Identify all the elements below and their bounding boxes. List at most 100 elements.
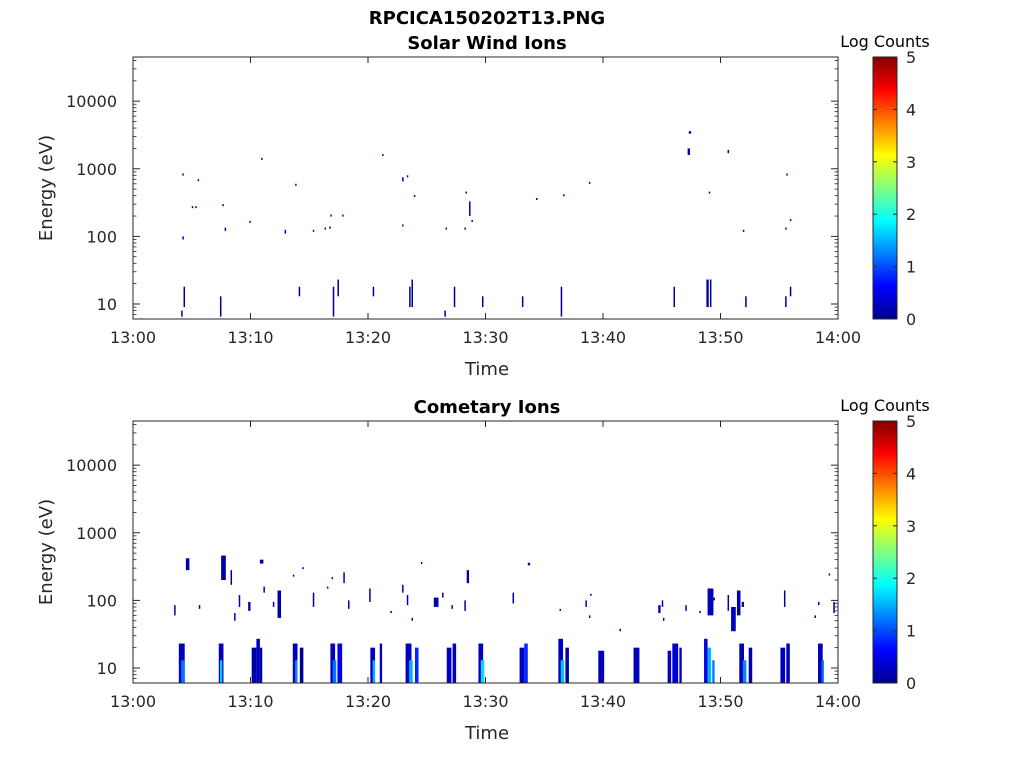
spectrogram-cell xyxy=(406,595,409,606)
spectrogram-cell xyxy=(713,597,715,601)
spectrogram-cell xyxy=(191,206,194,209)
spectrogram-cell xyxy=(413,194,416,197)
x-tick-label: 13:40 xyxy=(580,328,626,347)
colorbar-tick-label: 4 xyxy=(906,100,916,119)
spectrogram-cell xyxy=(174,605,176,616)
spectrogram-cell xyxy=(433,597,439,607)
spectrogram-cell xyxy=(411,617,413,621)
spectrogram-cell xyxy=(742,229,745,232)
spectrogram-cell xyxy=(263,586,265,593)
spectrogram-cell xyxy=(348,600,350,609)
spectrogram-cell xyxy=(222,204,224,207)
spectrogram-cell xyxy=(312,229,315,232)
colorbar-tick-label: 5 xyxy=(906,48,916,67)
colorbar xyxy=(872,420,898,684)
spectrogram-cell xyxy=(712,660,715,683)
spectrogram-cell xyxy=(298,286,301,297)
spectrogram-cell xyxy=(688,131,692,134)
spectrogram-cell xyxy=(786,173,788,176)
spectrogram-cell xyxy=(471,219,473,222)
spectrogram-cell xyxy=(736,590,741,616)
y-tick-label: 100 xyxy=(86,227,117,246)
spectrogram-cell xyxy=(699,610,701,614)
spectrogram-cell xyxy=(452,643,457,683)
spectrogram-cell xyxy=(658,605,661,614)
spectrogram-cell xyxy=(284,229,287,234)
spectrogram-cell xyxy=(818,601,820,606)
spectrogram-cell xyxy=(464,600,466,611)
y-tick-label: 10000 xyxy=(66,456,117,475)
spectrogram-cell xyxy=(379,643,383,683)
spectrogram-cell xyxy=(330,214,332,217)
spectrogram-cell xyxy=(739,643,744,683)
spectrogram-cell xyxy=(295,660,298,683)
spectrogram-cell xyxy=(464,227,466,230)
x-tick-label: 13:20 xyxy=(345,692,391,711)
panel-cometary: Cometary Ions 13:00 13:10 13:20 13:30 13:40 1… xyxy=(36,396,930,744)
spectrogram-cell xyxy=(182,236,184,240)
spectrogram-cell xyxy=(420,561,423,564)
x-tick-label: 13:10 xyxy=(227,692,273,711)
spectrogram-cell xyxy=(742,660,747,683)
spectrogram-cell xyxy=(331,577,334,580)
spectrogram-cell xyxy=(372,660,376,683)
spectrogram-cells xyxy=(181,131,792,317)
panel-title: Solar Wind Ions xyxy=(407,33,566,54)
spectrogram-cell xyxy=(833,601,835,614)
spectrogram-cell xyxy=(783,590,786,607)
colorbar-label: Log Counts xyxy=(840,32,930,51)
spectrogram-cell xyxy=(390,610,392,614)
spectrogram-cell xyxy=(672,643,679,683)
spectrogram-cell xyxy=(786,643,790,683)
spectrogram-cell xyxy=(662,617,665,621)
spectrogram-cell xyxy=(673,286,675,308)
spectrogram-cell xyxy=(195,206,197,209)
spectrogram-cell xyxy=(259,647,263,683)
spectrogram-cell xyxy=(369,588,371,602)
colorbar-ticks: 0 1 2 3 4 5 xyxy=(873,48,916,329)
figure-title: RPCICA150202T13.PNG xyxy=(369,8,605,29)
spectrogram-cell xyxy=(679,647,682,683)
x-tick-label: 13:50 xyxy=(697,692,743,711)
spectrogram-cell xyxy=(480,660,485,683)
spectrogram-cell xyxy=(785,227,787,230)
spectrogram-cell xyxy=(372,286,375,297)
spectrogram-cell xyxy=(821,660,824,683)
y-axis-label: Energy (eV) xyxy=(36,499,57,605)
colorbar-tick-label: 2 xyxy=(906,205,916,224)
spectrogram-cell xyxy=(444,310,446,317)
spectrogram-cell xyxy=(727,595,730,611)
spectrogram-cell xyxy=(789,286,792,297)
spectrogram-cell xyxy=(585,600,587,607)
x-tick-label: 13:20 xyxy=(345,328,391,347)
spectrogram-cell xyxy=(453,286,456,308)
colorbar-tick-label: 0 xyxy=(906,674,916,693)
spectrogram-cell xyxy=(277,590,282,618)
spectrogram-cell xyxy=(521,296,524,308)
spectrogram-cell xyxy=(445,227,448,230)
axes: 13:00 13:10 13:20 13:30 13:40 13:50 14:00 10 100… xyxy=(66,57,861,347)
x-tick-label: 13:00 xyxy=(110,692,156,711)
x-tick-label: 13:50 xyxy=(697,328,743,347)
spectrogram-cell xyxy=(326,586,329,589)
spectrogram-cell xyxy=(342,214,344,217)
y-axis-label: Energy (eV) xyxy=(36,135,57,241)
spectrogram-cell xyxy=(402,584,404,593)
spectrogram-cell xyxy=(248,601,251,611)
colorbar-tick-label: 3 xyxy=(906,517,916,536)
y-tick-label: 1000 xyxy=(76,160,117,179)
spectrogram-cell xyxy=(256,638,260,683)
colorbar-ticks: 0 1 2 3 4 5 xyxy=(873,412,916,693)
spectrogram-cell xyxy=(741,601,744,607)
colorbar-tick-label: 0 xyxy=(906,310,916,329)
spectrogram-cell xyxy=(687,148,690,155)
spectrogram-cell xyxy=(198,605,201,609)
x-tick-label: 14:00 xyxy=(815,328,861,347)
colorbar xyxy=(872,56,898,320)
spectrogram-cell xyxy=(707,647,712,683)
spectrogram-cell xyxy=(512,592,515,604)
spectrogram-cell xyxy=(519,647,525,683)
spectrogram-cell xyxy=(707,588,714,616)
spectrogram-cell xyxy=(536,197,538,200)
spectrogram-cell xyxy=(230,570,233,585)
